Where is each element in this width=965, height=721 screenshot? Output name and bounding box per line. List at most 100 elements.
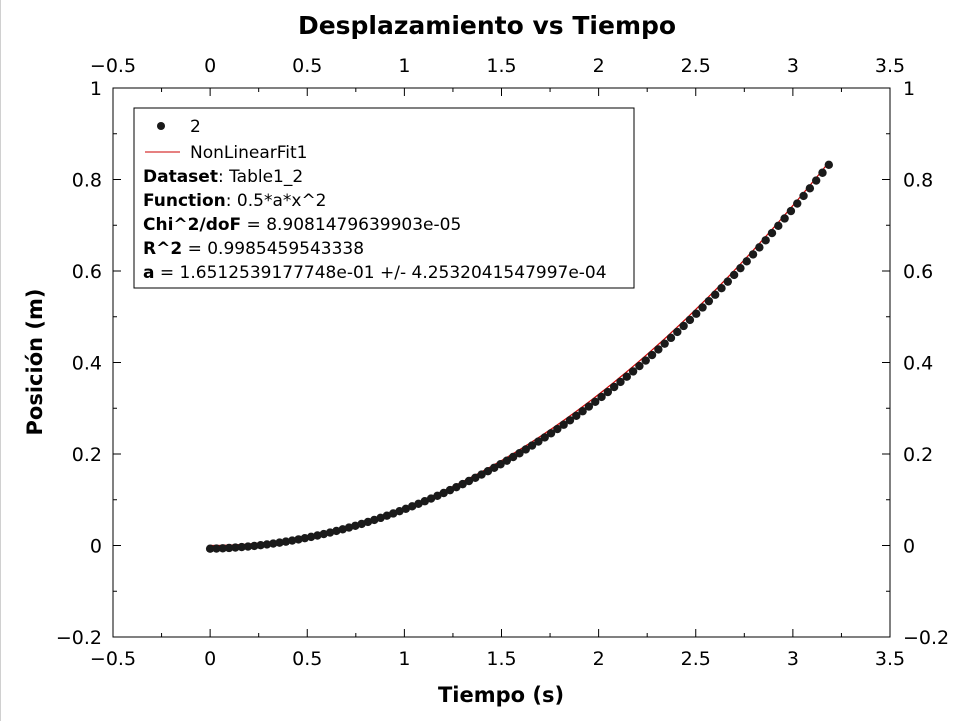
data-point[interactable] [508, 452, 518, 462]
data-point[interactable] [692, 309, 701, 318]
data-point[interactable] [300, 533, 310, 543]
data-point[interactable] [464, 476, 474, 486]
data-point[interactable] [818, 168, 827, 177]
data-point[interactable] [767, 228, 777, 238]
data-point[interactable] [426, 494, 436, 503]
data-point[interactable] [338, 525, 347, 534]
data-point[interactable] [256, 541, 265, 550]
data-point[interactable] [376, 513, 385, 523]
data-point[interactable] [641, 356, 650, 365]
data-point[interactable] [553, 424, 562, 434]
data-point[interactable] [578, 407, 587, 416]
data-point[interactable] [591, 397, 600, 406]
data-point[interactable] [389, 509, 398, 518]
data-point[interactable] [502, 456, 512, 465]
data-point[interactable] [755, 243, 764, 252]
data-point[interactable] [597, 392, 606, 402]
data-point[interactable] [666, 333, 676, 343]
data-point[interactable] [799, 191, 808, 201]
data-point[interactable] [269, 539, 278, 548]
data-point[interactable] [710, 290, 720, 299]
data-point[interactable] [742, 257, 751, 266]
data-point[interactable] [490, 463, 499, 472]
data-point[interactable] [445, 485, 455, 495]
data-point[interactable] [647, 350, 657, 360]
data-point[interactable] [243, 542, 253, 551]
data-point[interactable] [679, 321, 688, 331]
data-point[interactable] [811, 176, 821, 185]
data-point[interactable] [483, 466, 493, 476]
data-point[interactable] [281, 537, 291, 546]
data-point[interactable] [616, 377, 625, 387]
data-point[interactable] [786, 206, 796, 216]
data-point[interactable] [515, 449, 524, 458]
data-point[interactable] [351, 521, 360, 530]
data-point[interactable] [370, 515, 379, 525]
data-point[interactable] [325, 528, 335, 537]
data-point[interactable] [540, 433, 549, 442]
data-point[interactable] [382, 511, 392, 520]
data-point[interactable] [628, 367, 638, 376]
legend[interactable]: 2 NonLinearFit1 Dataset: Table1_2 Functi… [133, 107, 635, 289]
data-point[interactable] [496, 460, 505, 469]
data-point[interactable] [452, 482, 461, 492]
data-point[interactable] [288, 536, 297, 545]
data-point[interactable] [433, 491, 442, 501]
data-point[interactable] [313, 531, 322, 540]
data-point[interactable] [401, 504, 411, 513]
data-point[interactable] [237, 542, 246, 552]
data-point[interactable] [559, 420, 568, 429]
data-point[interactable] [319, 529, 328, 539]
data-point[interactable] [824, 160, 834, 170]
data-point[interactable] [704, 296, 714, 306]
data-point[interactable] [363, 517, 373, 527]
data-point[interactable] [698, 303, 707, 312]
data-point[interactable] [748, 250, 758, 259]
data-point[interactable] [332, 526, 341, 536]
data-point[interactable] [205, 544, 215, 553]
data-point[interactable] [306, 532, 316, 542]
data-point[interactable] [546, 429, 556, 438]
data-point[interactable] [774, 221, 783, 231]
data-point[interactable] [660, 339, 669, 348]
data-point[interactable] [793, 199, 802, 208]
data-point[interactable] [565, 416, 575, 425]
data-point[interactable] [805, 184, 815, 193]
data-point[interactable] [275, 538, 284, 547]
data-point[interactable] [609, 382, 619, 392]
data-point[interactable] [521, 445, 530, 454]
data-point[interactable] [477, 470, 486, 479]
data-point[interactable] [584, 402, 594, 411]
data-point[interactable] [294, 535, 303, 544]
data-point[interactable] [250, 541, 259, 551]
data-point[interactable] [723, 277, 732, 286]
data-point[interactable] [344, 523, 354, 532]
data-point[interactable] [603, 387, 613, 397]
data-point[interactable] [395, 506, 404, 516]
data-point[interactable] [534, 437, 543, 446]
data-point[interactable] [357, 519, 366, 529]
data-point[interactable] [780, 214, 789, 223]
data-point[interactable] [458, 479, 467, 489]
data-point[interactable] [654, 345, 663, 354]
data-point[interactable] [717, 284, 726, 293]
data-point[interactable] [420, 497, 429, 506]
data-point[interactable] [572, 411, 581, 421]
data-point[interactable] [471, 473, 480, 483]
data-point[interactable] [212, 544, 221, 553]
data-point[interactable] [761, 236, 770, 245]
data-point[interactable] [673, 327, 682, 337]
data-point[interactable] [527, 441, 537, 450]
data-point[interactable] [218, 544, 227, 553]
data-point[interactable] [635, 361, 644, 371]
data-point[interactable] [439, 488, 448, 498]
data-point[interactable] [736, 263, 745, 273]
data-point[interactable] [622, 372, 631, 381]
data-point[interactable] [231, 543, 240, 552]
data-point[interactable] [407, 502, 417, 511]
data-point[interactable] [224, 543, 234, 553]
data-point[interactable] [729, 270, 739, 280]
data-point[interactable] [685, 315, 695, 325]
data-point[interactable] [262, 540, 272, 549]
data-point[interactable] [414, 499, 423, 509]
